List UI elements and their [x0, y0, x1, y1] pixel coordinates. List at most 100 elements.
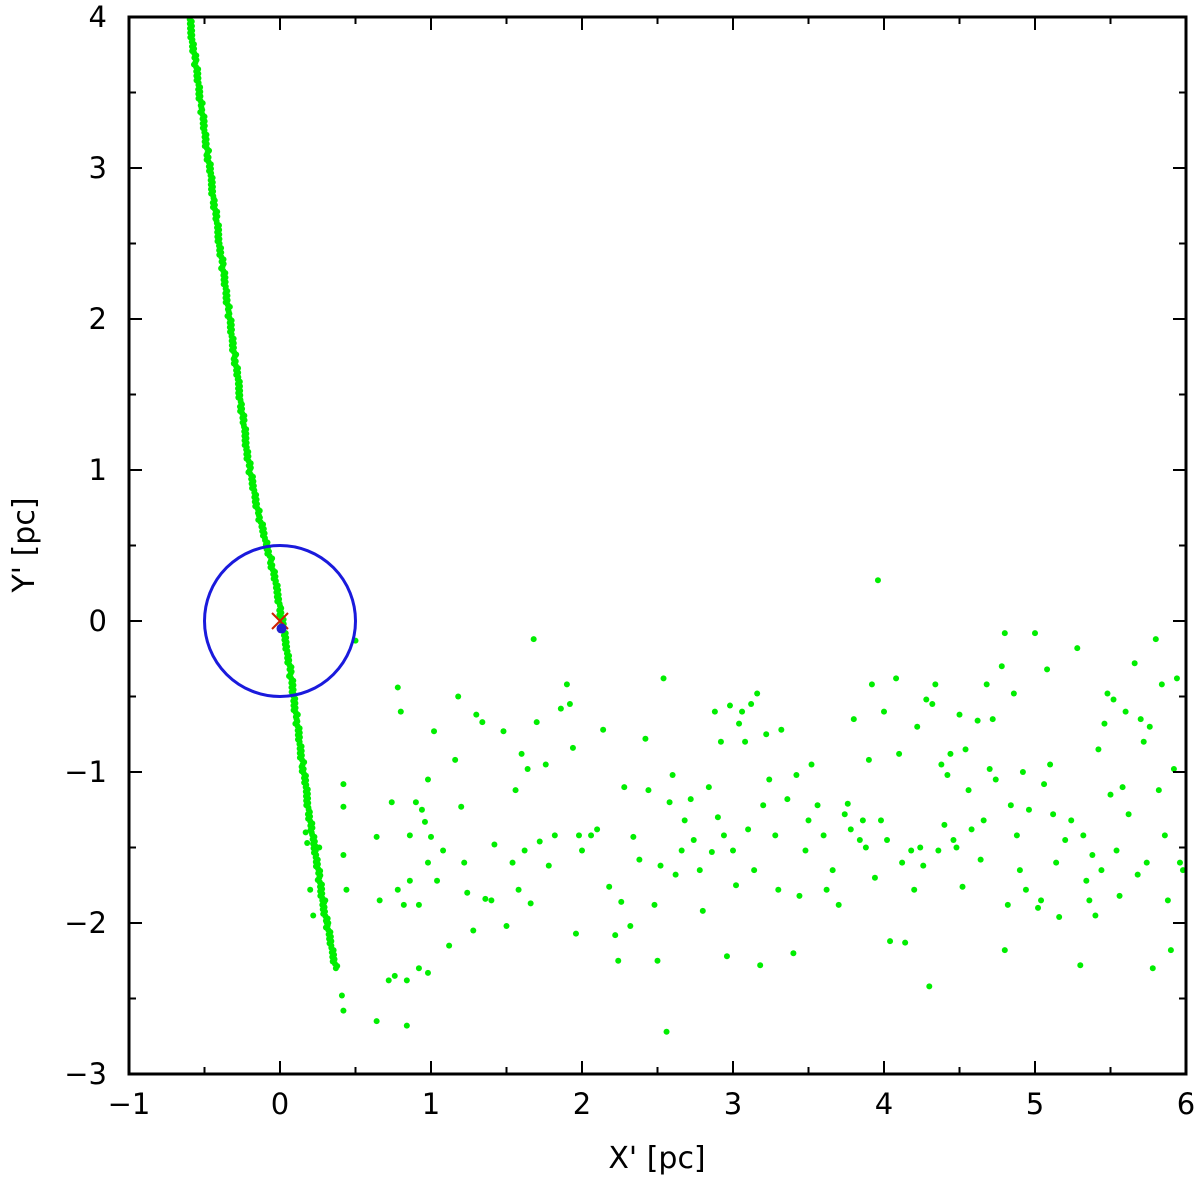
star-point: [850, 716, 857, 723]
stream-point: [334, 963, 341, 970]
star-point: [304, 839, 311, 846]
star-point: [1116, 892, 1123, 899]
star-point: [1104, 690, 1111, 697]
star-point: [418, 806, 425, 813]
star-point: [1146, 723, 1153, 730]
star-point: [403, 977, 410, 984]
star-point: [536, 838, 543, 845]
star-point: [434, 877, 441, 884]
stream-point: [206, 147, 213, 154]
star-point: [1074, 645, 1081, 652]
star-point: [887, 938, 894, 945]
star-point: [868, 681, 875, 688]
star-point: [455, 693, 462, 700]
star-point: [1032, 630, 1038, 637]
star-point: [482, 895, 489, 902]
stream-point: [241, 442, 248, 449]
star-point: [424, 859, 431, 866]
star-point: [1025, 806, 1032, 813]
star-point: [1176, 859, 1183, 866]
star-point: [338, 992, 345, 999]
x-tick-label: 2: [573, 1087, 591, 1121]
star-point: [1013, 832, 1020, 839]
star-point: [733, 882, 740, 889]
star-point: [720, 832, 727, 839]
star-point: [518, 750, 525, 757]
star-point: [1119, 784, 1126, 791]
star-point: [829, 867, 836, 874]
star-point: [705, 784, 712, 791]
star-point: [820, 832, 827, 839]
star-point: [871, 874, 878, 881]
star-point: [717, 738, 724, 745]
star-point: [1056, 913, 1063, 920]
star-point: [322, 897, 329, 904]
star-point: [1062, 836, 1069, 843]
star-point: [914, 723, 921, 730]
star-point: [772, 832, 779, 839]
star-point: [527, 900, 534, 907]
star-point: [784, 796, 791, 803]
star-point: [1140, 738, 1147, 745]
star-point: [941, 821, 948, 828]
star-point: [959, 883, 966, 890]
star-point: [1158, 681, 1165, 688]
star-point: [823, 886, 830, 893]
x-tick-label: 1: [422, 1087, 440, 1121]
star-point: [1149, 965, 1156, 972]
star-point: [932, 681, 939, 688]
star-point: [1035, 904, 1042, 911]
star-point: [793, 772, 800, 779]
star-point: [730, 847, 736, 854]
x-tick-label: 0: [271, 1087, 289, 1121]
star-point: [618, 898, 625, 905]
star-point: [1086, 897, 1093, 904]
star-point: [980, 817, 987, 824]
cluster-center-dot: [276, 623, 287, 634]
star-point: [1001, 947, 1008, 954]
star-point: [1113, 847, 1120, 854]
star-point: [1068, 817, 1075, 824]
star-point: [431, 728, 438, 735]
star-point: [1004, 901, 1011, 908]
stream-point: [251, 487, 258, 494]
star-point: [953, 844, 960, 851]
star-point: [421, 818, 428, 825]
star-point: [657, 862, 664, 869]
star-point: [491, 841, 498, 848]
star-point: [1125, 811, 1132, 818]
star-point: [711, 708, 718, 715]
star-point: [714, 814, 721, 821]
star-point: [1007, 802, 1014, 809]
stream-point: [276, 600, 283, 607]
star-point: [645, 787, 652, 794]
stream-point: [214, 238, 221, 245]
star-point: [920, 862, 927, 869]
star-point: [394, 886, 401, 893]
star-point: [681, 817, 688, 824]
stream-point: [254, 510, 261, 517]
x-tick-label: 4: [875, 1087, 893, 1121]
star-point: [726, 702, 733, 709]
star-point: [678, 847, 685, 854]
star-point: [385, 977, 392, 984]
star-point: [1122, 708, 1129, 715]
star-point: [651, 901, 658, 908]
y-axis-title: Y' [pc]: [7, 497, 42, 593]
star-point: [986, 765, 993, 772]
star-point: [388, 799, 395, 806]
stream-point: [187, 34, 194, 41]
star-point: [666, 799, 673, 806]
star-point: [884, 836, 891, 843]
stream-point: [294, 736, 301, 743]
star-point: [630, 833, 637, 840]
stream-point: [307, 827, 314, 834]
star-point: [1001, 630, 1008, 637]
stream-point: [326, 940, 333, 947]
star-point: [796, 892, 803, 899]
star-point: [1098, 867, 1105, 874]
star-point: [902, 939, 909, 946]
stream-point: [224, 306, 231, 313]
stream-point: [282, 645, 289, 652]
x-tick-label: 6: [1177, 1087, 1195, 1121]
